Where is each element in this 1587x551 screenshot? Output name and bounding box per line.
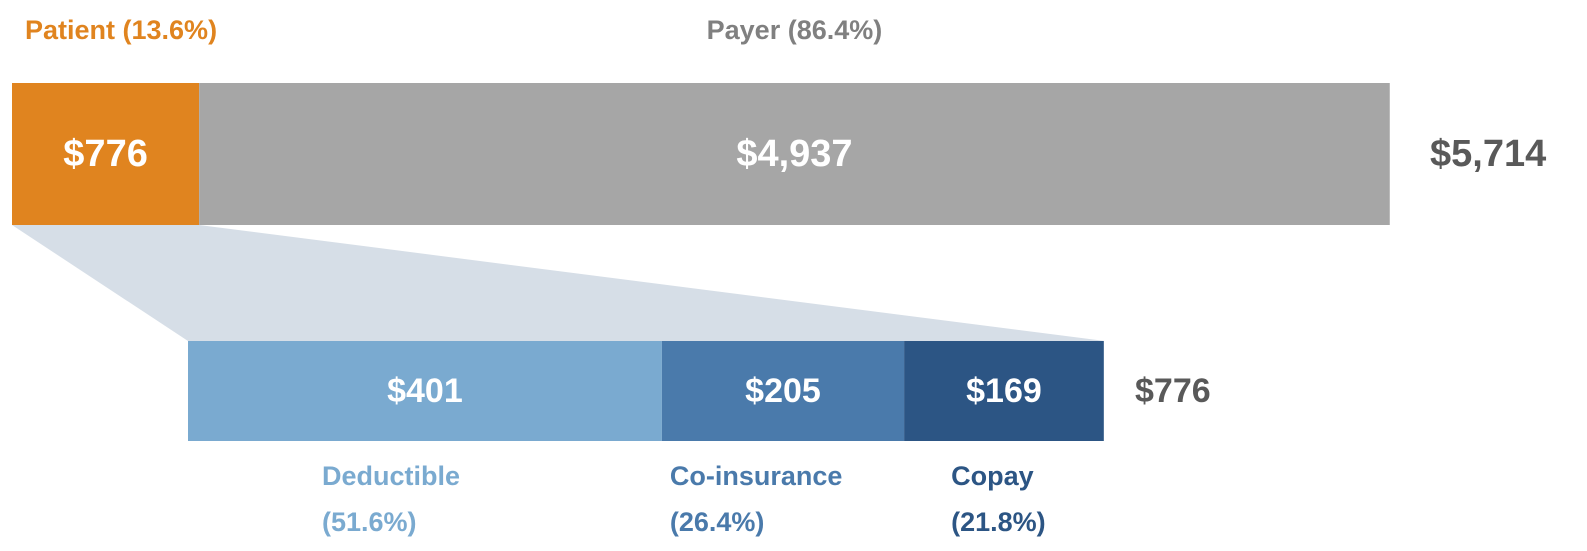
series-name: Co-insurance [670, 461, 843, 491]
bar-segment [188, 341, 662, 441]
series-name: Deductible [322, 461, 460, 491]
total-label: $776 [1135, 372, 1211, 410]
bar-segment [199, 83, 1390, 225]
value-label: $4,937 [736, 133, 852, 175]
series-name: Payer (86.4%) [707, 15, 883, 45]
bar-segment [904, 341, 1104, 441]
share-label: (21.8%) [951, 507, 1046, 537]
series-name: Patient (13.6%) [25, 15, 217, 45]
share-label: (26.4%) [670, 507, 765, 537]
bar-segment [12, 83, 200, 225]
zoom-connector [12, 225, 1105, 341]
bar-segment [661, 341, 905, 441]
value-label: $169 [966, 372, 1042, 410]
value-label: $776 [63, 133, 148, 175]
value-label: $205 [745, 372, 821, 410]
total-label: $5,714 [1430, 133, 1546, 175]
series-name: Copay [951, 461, 1034, 491]
value-label: $401 [387, 372, 463, 410]
share-label: (51.6%) [322, 507, 417, 537]
